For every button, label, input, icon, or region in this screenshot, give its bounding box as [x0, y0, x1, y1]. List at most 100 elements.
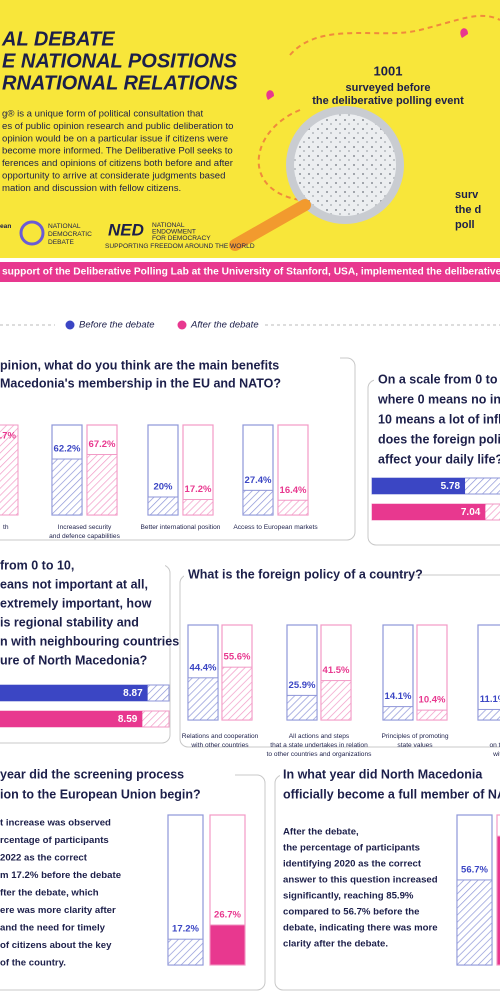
category-label: Access to European markets [233, 524, 318, 531]
survey-after: the d [455, 204, 481, 216]
paragraph: of the country. [0, 958, 66, 969]
paragraph: clarity after the debate. [283, 939, 388, 950]
bar [0, 711, 143, 727]
question: On a scale from 0 to 10, [378, 372, 500, 386]
question: 10 means a lot of influence, h [378, 412, 500, 426]
banner-text: support of the Deliberative Polling Lab … [2, 267, 500, 278]
category-label: with other countries [190, 742, 249, 749]
title-bg [0, 350, 340, 366]
paragraph: debate, indicating there was more [283, 923, 438, 934]
paragraph: compared to 56.7% before the [283, 907, 419, 918]
category-label: state values [397, 742, 433, 749]
paragraph: t increase was observed [0, 818, 111, 829]
bar [167, 938, 204, 966]
category-label: with other c [492, 751, 500, 758]
value-label: 8.87 [123, 688, 143, 699]
paragraph: After the debate, [283, 827, 359, 838]
paragraph: identifying 2020 as the correct [283, 859, 422, 870]
value-label: 5.78 [441, 481, 461, 492]
survey-line: surveyed before [346, 82, 431, 94]
survey-count: 1001 [374, 63, 403, 78]
intro-line: es of public opinion research and public… [2, 121, 233, 132]
category-label: Relations and cooperation [182, 733, 259, 740]
ndd-text: DEBATE [48, 239, 74, 246]
bar-outline [416, 624, 448, 721]
legend-swatch [65, 320, 75, 330]
paragraph: fter the debate, which [0, 888, 99, 899]
bar [221, 666, 253, 721]
question: from 0 to 10, [0, 558, 74, 572]
value-label: 20% [153, 482, 173, 493]
survey-after: surv [455, 189, 479, 201]
ndd-text: DEMOCRATIC [48, 231, 92, 238]
category-label: th [3, 524, 9, 531]
question: officially become a full member of NATO? [283, 787, 500, 801]
bar [147, 496, 179, 516]
value-label: 41.5% [323, 665, 350, 676]
bar [456, 879, 493, 966]
bar [187, 677, 219, 721]
bar [182, 499, 214, 516]
value-label: 55.6% [224, 652, 251, 663]
value-label: 11.1% [480, 694, 500, 705]
question: n with neighbouring countries [0, 634, 179, 648]
question: In what year did North Macedonia [283, 767, 483, 781]
ned-text: ENDOWMENT [152, 228, 196, 235]
magnifier-handle [229, 199, 311, 251]
paragraph: of citizens about the key [0, 940, 112, 951]
value-label: 17.2% [185, 484, 212, 495]
title-line: RNATIONAL RELATIONS [2, 72, 238, 94]
bar [209, 924, 246, 966]
question: does the foreign policy of Nort [378, 432, 500, 446]
question: year did the screening process [0, 767, 184, 781]
bar [286, 694, 318, 721]
title-line: E NATIONAL POSITIONS [2, 50, 237, 72]
value-label: 17.2% [172, 924, 199, 935]
question: affect your daily life? [378, 452, 500, 466]
bar [86, 454, 118, 516]
value-label: 25.9% [289, 680, 316, 691]
question: ure of North Macedonia? [0, 653, 147, 667]
title-bg [280, 767, 500, 783]
question: What is the foreign policy of a country? [188, 567, 423, 581]
map-pin [460, 28, 468, 38]
bar [277, 499, 309, 516]
bar [416, 709, 448, 721]
bar [51, 458, 83, 516]
paragraph: 2022 as the correct [0, 853, 88, 864]
bar [372, 478, 466, 494]
value-label: 1.7% [0, 431, 17, 442]
bar [242, 489, 274, 516]
paragraph: m 17.2% before the debate [0, 870, 121, 881]
bar-outline [382, 624, 414, 721]
value-label: 67.2% [89, 439, 116, 450]
intro-line: g® is a unique form of political consult… [2, 109, 204, 120]
category-label: to other countries and organizations [267, 751, 373, 758]
title-bg [374, 372, 500, 388]
intro-line: opportunity to arrive at considerate jud… [2, 171, 225, 182]
category-label: on the basis o [489, 742, 500, 749]
value-label: 8.59 [118, 714, 138, 725]
category-label: Better international position [141, 524, 221, 531]
bar [477, 708, 500, 721]
intro-line: ferences and opinions of citizens both b… [2, 158, 234, 169]
ndd-logo [19, 220, 45, 246]
logo-text: ean [0, 223, 11, 230]
value-label: 62.2% [54, 444, 81, 455]
value-label: 7.04 [461, 507, 481, 518]
value-label: 16.4% [280, 485, 307, 496]
bar [372, 504, 486, 520]
bar [320, 680, 352, 721]
header-bg [0, 0, 500, 258]
value-label: 10.4% [419, 695, 446, 706]
value-label: 27.4% [245, 475, 272, 486]
bar [0, 685, 148, 701]
bar-outline [477, 624, 500, 721]
ndd-text: NATIONAL [48, 223, 81, 230]
bar [382, 706, 414, 721]
paragraph: answer to this question increased [283, 875, 438, 886]
map-pin [266, 90, 274, 100]
ned-text: FOR DEMOCRACY [152, 235, 211, 242]
paragraph: ere was more clarity after [0, 905, 116, 916]
